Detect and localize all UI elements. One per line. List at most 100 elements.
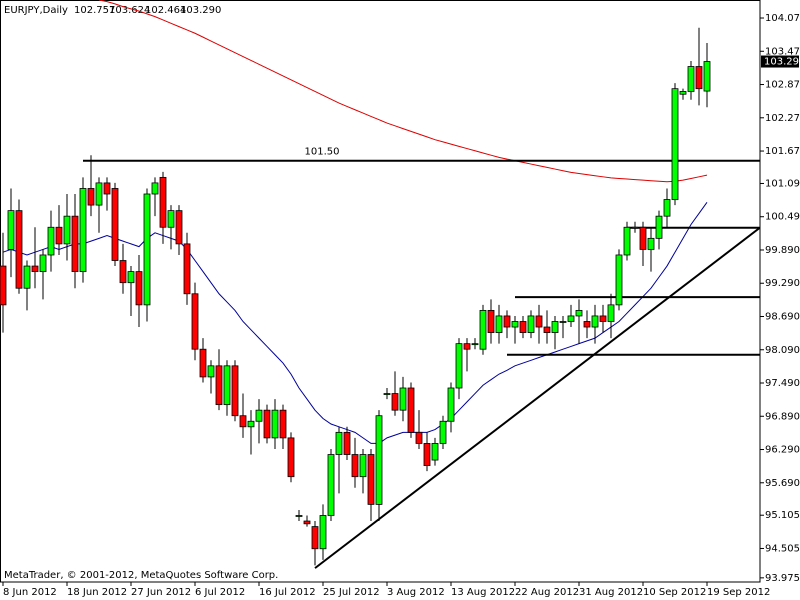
candle-body [663, 199, 671, 217]
plot [0, 0, 760, 569]
candle-body [703, 61, 711, 92]
x-tick-label: 8 Jun 2012 [3, 587, 57, 598]
candle-body [263, 409, 271, 439]
candle-body [239, 415, 247, 428]
x-tick-label: 13 Aug 2012 [451, 587, 515, 598]
candle-body [415, 431, 423, 444]
candle-body [503, 315, 511, 328]
candle-body [111, 188, 119, 261]
candle-body [567, 315, 575, 322]
candle-body [479, 309, 487, 350]
candle-body [319, 515, 327, 550]
candle-body [359, 454, 367, 478]
x-tick-label: 27 Jun 2012 [131, 587, 191, 598]
candle-body [687, 66, 695, 92]
candle-body [383, 393, 391, 395]
candle-body [15, 210, 23, 289]
last-price-label: 103.290 [764, 57, 800, 68]
candle-body [23, 265, 31, 289]
x-tick-label: 18 Jun 2012 [67, 587, 127, 598]
moving-average [98, 0, 708, 183]
candle-body [7, 210, 15, 250]
y-tick-label: 100.490 [765, 212, 800, 223]
candle-body [167, 210, 175, 228]
candle-body [343, 431, 351, 455]
candle-body [55, 226, 63, 245]
candle-body [311, 526, 319, 550]
ohlc-open: 102.757 [74, 5, 115, 16]
y-tick-label: 103.475 [765, 46, 800, 57]
candle-body [599, 315, 607, 322]
candle-body [399, 387, 407, 411]
symbol: EURJPY,Daily [4, 5, 68, 16]
candle-body [159, 176, 167, 228]
candle-body [119, 260, 127, 284]
candle-body [647, 237, 655, 250]
candle-body [39, 254, 47, 273]
candle-body [199, 348, 207, 378]
candle-body [127, 271, 135, 284]
candle-body [375, 415, 383, 505]
candle-body [575, 309, 583, 317]
candle-body [463, 343, 471, 350]
candle-body [543, 326, 551, 333]
candle-body [71, 215, 79, 273]
y-tick-label: 93.975 [765, 573, 800, 584]
candle-body [367, 454, 375, 505]
candle-body [487, 309, 495, 333]
candle-body [671, 88, 679, 200]
candle-body [215, 365, 223, 406]
ohlc-close: 103.290 [180, 5, 221, 16]
candle-body [287, 437, 295, 478]
candle-body [447, 387, 455, 422]
y-tick-label: 97.490 [765, 378, 800, 389]
candle-body [63, 215, 71, 245]
candle-body [431, 443, 439, 461]
candle-body [143, 193, 151, 306]
candle-body [623, 226, 631, 256]
candle-body [207, 365, 215, 378]
candle-body [351, 454, 359, 478]
candle-body [615, 254, 623, 306]
y-tick-label: 94.505 [765, 543, 800, 554]
candle-body [695, 66, 703, 90]
copyright: MetaTrader, © 2001-2012, MetaQuotes Soft… [4, 570, 278, 581]
level-label: 101.50 [305, 147, 340, 158]
candle-body [231, 365, 239, 417]
candle-body [79, 188, 87, 272]
candle-body [519, 321, 527, 333]
candle-body [639, 226, 647, 250]
candle-body [391, 393, 399, 411]
x-tick-label: 10 Sep 2012 [643, 587, 706, 598]
candle-body [279, 409, 287, 439]
x-tick-label: 25 Jul 2012 [323, 587, 380, 598]
y-tick-label: 98.090 [765, 345, 800, 356]
y-tick-label: 102.275 [765, 113, 800, 124]
candle-body [0, 265, 7, 306]
x-tick-label: 22 Aug 2012 [515, 587, 579, 598]
y-tick-label: 96.890 [765, 411, 800, 422]
y-tick-label: 96.290 [765, 445, 800, 456]
candle-body [471, 343, 479, 346]
y-tick-label: 99.290 [765, 278, 800, 289]
candle-body [551, 321, 559, 333]
y-tick-label: 102.875 [765, 80, 800, 91]
candle-body [295, 515, 303, 517]
candle-body [591, 315, 599, 328]
y-tick-label: 101.090 [765, 178, 800, 189]
ohlc-low: 102.464 [145, 5, 186, 16]
y-tick-label: 104.075 [765, 13, 800, 24]
candle-body [191, 293, 199, 350]
candle-body [135, 271, 143, 306]
candle-body [679, 91, 687, 95]
y-tick-label: 101.675 [765, 146, 800, 157]
x-tick-label: 6 Jul 2012 [195, 587, 245, 598]
candle-body [511, 321, 519, 328]
candle-body [407, 387, 415, 433]
candle-body [47, 226, 55, 256]
candle-body [335, 431, 343, 455]
candle-body [559, 321, 567, 323]
x-tick-label: 31 Aug 2012 [579, 587, 643, 598]
candle-body [247, 420, 255, 428]
